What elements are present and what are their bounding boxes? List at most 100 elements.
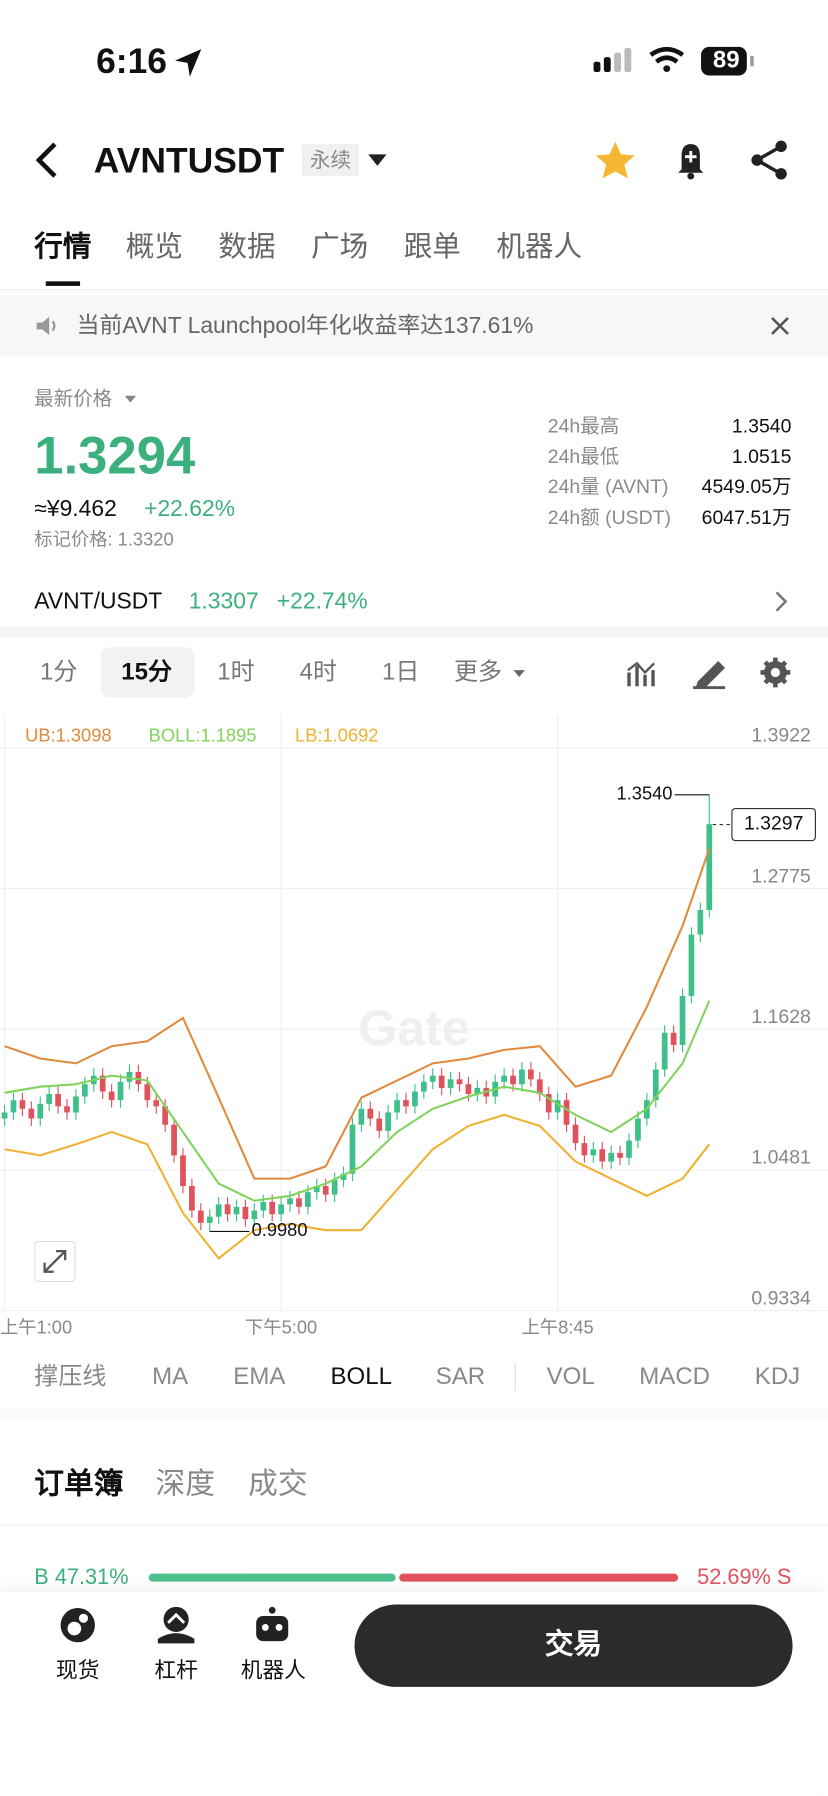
candle-body bbox=[456, 1079, 463, 1085]
buy-ratio-bar bbox=[148, 1573, 396, 1582]
trade-button[interactable] bbox=[354, 1604, 793, 1687]
battery-level: 89 bbox=[712, 46, 740, 74]
interval-tab[interactable]: 1分 bbox=[40, 658, 78, 686]
candle-body bbox=[554, 1100, 561, 1113]
candle-body bbox=[536, 1079, 543, 1095]
status-icons bbox=[593, 46, 754, 76]
y-tick-label: 1.0481 bbox=[751, 1147, 810, 1169]
symbol-dropdown[interactable] bbox=[366, 152, 389, 168]
legend-label: LB:1.0692 bbox=[295, 724, 378, 745]
trade-button-label[interactable]: 交易 bbox=[544, 1628, 603, 1661]
candle-body bbox=[313, 1186, 320, 1193]
candle-body bbox=[706, 824, 713, 911]
orderbook-tab[interactable]: 深度 bbox=[155, 1466, 216, 1501]
candle-body bbox=[340, 1173, 347, 1180]
location-icon bbox=[174, 49, 202, 77]
candle-body bbox=[162, 1106, 169, 1125]
candle-body bbox=[420, 1081, 427, 1092]
section-gap bbox=[0, 626, 828, 639]
interval-tab[interactable]: 4时 bbox=[299, 658, 338, 686]
legend-label: UB:1.3098 bbox=[25, 724, 111, 745]
candle-body bbox=[46, 1094, 53, 1104]
candle-body bbox=[108, 1091, 115, 1101]
banner-text[interactable]: 当前AVNT Launchpool年化收益率达137.61% bbox=[76, 313, 534, 339]
high-annotation: 1.3540 bbox=[617, 783, 673, 804]
candle-body bbox=[661, 1032, 668, 1070]
candle-body bbox=[55, 1094, 61, 1107]
indicator-tab[interactable]: KDJ bbox=[754, 1363, 801, 1390]
indicator-tab[interactable]: MACD bbox=[639, 1363, 711, 1390]
indicator-tab[interactable]: BOLL bbox=[330, 1363, 392, 1390]
interval-tab[interactable]: 更多 bbox=[454, 658, 503, 686]
candle-body bbox=[1, 1112, 8, 1119]
candle-body bbox=[242, 1206, 249, 1220]
candle-body bbox=[197, 1210, 204, 1223]
pair-chevron[interactable] bbox=[773, 590, 789, 613]
tab[interactable]: 广场 bbox=[311, 231, 369, 264]
candle-body bbox=[278, 1204, 284, 1215]
tab[interactable]: 机器人 bbox=[496, 231, 583, 264]
candle-body bbox=[670, 1032, 677, 1045]
candle-body bbox=[233, 1206, 240, 1215]
speaker-icon bbox=[36, 316, 56, 336]
candle-body bbox=[447, 1079, 454, 1088]
indicator-line bbox=[4, 1000, 711, 1202]
fullscreen-button[interactable] bbox=[34, 1240, 76, 1283]
interval-selected-bg bbox=[100, 647, 195, 698]
candle-body bbox=[189, 1186, 195, 1211]
sell-ratio-label: 52.69% S bbox=[697, 1565, 792, 1590]
header-actions[interactable] bbox=[595, 140, 801, 181]
pair-name[interactable]: AVNT/USDT bbox=[34, 588, 163, 615]
candle-body bbox=[590, 1149, 597, 1156]
candle-body bbox=[117, 1081, 124, 1101]
banner-close[interactable] bbox=[770, 316, 791, 337]
price-label[interactable]: 最新价格 bbox=[34, 387, 113, 410]
indicator-tab[interactable]: SAR bbox=[435, 1363, 486, 1390]
symbol-title[interactable]: AVNTUSDT bbox=[93, 140, 285, 181]
candle-body bbox=[331, 1179, 338, 1195]
orderbook-tab[interactable]: 成交 bbox=[248, 1466, 308, 1501]
nav-label[interactable]: 现货 bbox=[56, 1659, 100, 1684]
indicator-tab[interactable]: EMA bbox=[233, 1363, 286, 1390]
tab[interactable]: 行情 bbox=[34, 231, 92, 264]
candle-body bbox=[688, 934, 695, 996]
indicator-tab[interactable]: VOL bbox=[546, 1363, 595, 1390]
back-button[interactable] bbox=[32, 140, 66, 181]
candle-body bbox=[572, 1124, 579, 1144]
indicator-divider bbox=[514, 1363, 516, 1391]
orderbook-tab[interactable]: 订单簿 bbox=[34, 1466, 124, 1501]
tab[interactable]: 跟单 bbox=[403, 231, 461, 264]
candle-body bbox=[652, 1069, 659, 1101]
candle-body bbox=[81, 1084, 88, 1097]
chart-tools[interactable] bbox=[624, 656, 796, 690]
candle-body bbox=[528, 1069, 534, 1080]
candle-body bbox=[322, 1186, 329, 1195]
candle-body bbox=[10, 1100, 17, 1113]
candle-body bbox=[305, 1192, 311, 1207]
candle-body bbox=[135, 1071, 142, 1085]
indicator-tab[interactable]: 撑压线 bbox=[34, 1363, 107, 1390]
candle-body bbox=[215, 1204, 222, 1217]
y-tick-label: 1.3922 bbox=[751, 725, 810, 747]
candle-body bbox=[224, 1204, 231, 1215]
y-tick-label: 1.2775 bbox=[751, 865, 810, 887]
pair-price: 1.3307 bbox=[188, 588, 259, 615]
interval-tab[interactable]: 1时 bbox=[217, 658, 255, 686]
indicator-tab[interactable]: MA bbox=[152, 1363, 189, 1390]
stat-label: 24h最高 bbox=[547, 415, 620, 437]
y-tick-label: 0.9334 bbox=[751, 1287, 811, 1309]
nav-label[interactable]: 杠杆 bbox=[154, 1659, 198, 1684]
stat-label: 24h额 (USDT) bbox=[547, 506, 671, 528]
price-change: +22.62% bbox=[144, 496, 236, 522]
interval-tab[interactable]: 15分 bbox=[121, 658, 172, 686]
candle-body bbox=[206, 1216, 213, 1223]
banner bbox=[0, 295, 828, 357]
tab[interactable]: 概览 bbox=[125, 231, 184, 264]
nav-label[interactable]: 机器人 bbox=[240, 1659, 306, 1684]
tab[interactable]: 数据 bbox=[218, 231, 276, 264]
candle-body bbox=[64, 1106, 70, 1113]
candle-body bbox=[438, 1075, 445, 1088]
stat-value: 1.0515 bbox=[731, 445, 792, 468]
candle-body bbox=[403, 1100, 409, 1107]
interval-tab[interactable]: 1日 bbox=[381, 658, 420, 686]
